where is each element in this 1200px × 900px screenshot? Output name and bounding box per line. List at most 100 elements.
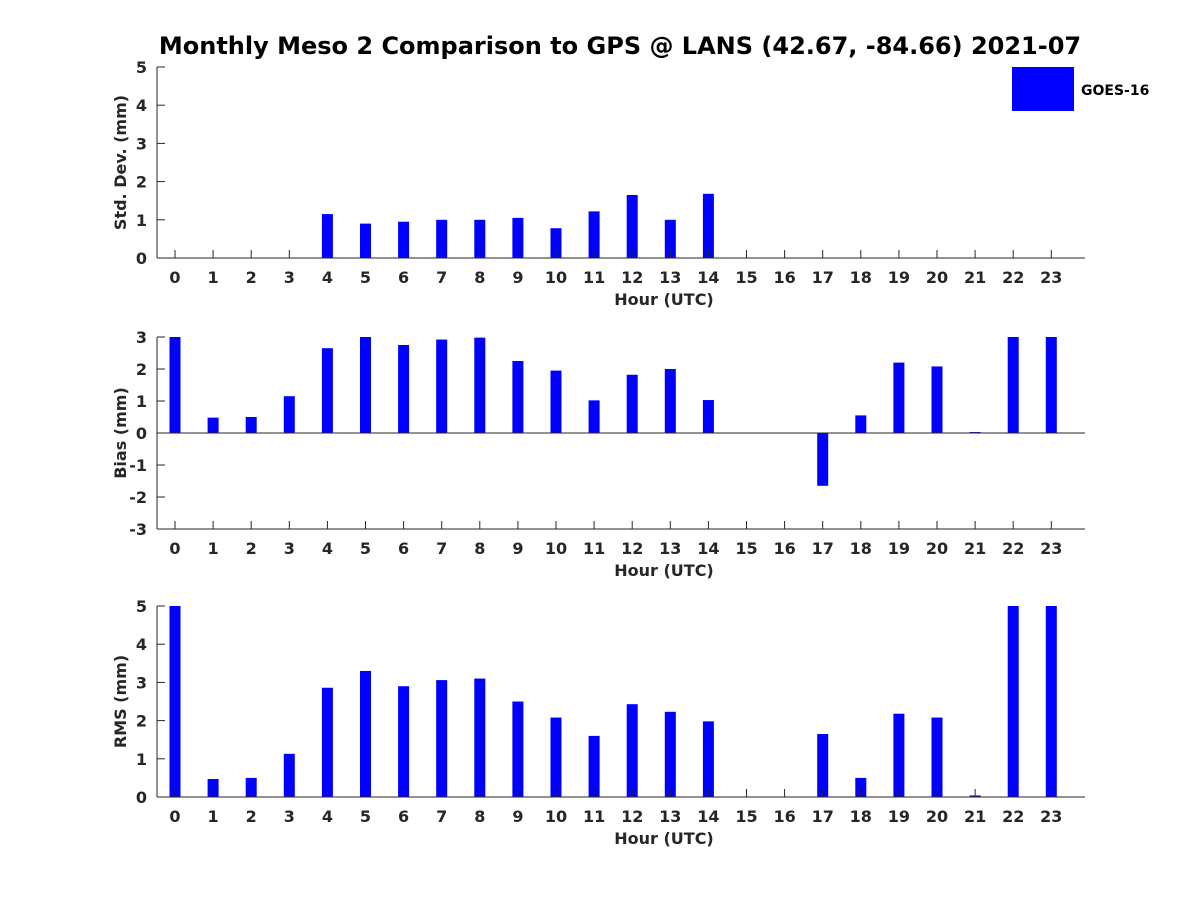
rms-bar (931, 717, 943, 797)
rms-bar (664, 711, 676, 797)
y-tick-label: 3 (136, 328, 147, 347)
x-tick-label: 8 (474, 807, 485, 826)
y-tick-label: 0 (136, 249, 147, 268)
rms-bar (360, 670, 371, 797)
bias-bar (588, 400, 600, 433)
x-tick-label: 16 (773, 268, 795, 287)
x-tick-label: 23 (1040, 807, 1062, 826)
x-tick-label: 14 (697, 539, 719, 558)
chart-title: Monthly Meso 2 Comparison to GPS @ LANS … (159, 32, 1081, 60)
x-tick-label: 14 (697, 807, 719, 826)
x-tick-label: 1 (208, 807, 219, 826)
x-tick-label: 20 (926, 268, 948, 287)
std-dev-bar (474, 219, 486, 258)
y-tick-label: 2 (136, 173, 147, 192)
y-axis-label: RMS (mm) (111, 655, 130, 748)
x-tick-label: 13 (659, 268, 681, 287)
bias-bar (169, 337, 181, 433)
y-tick-label: -3 (129, 520, 147, 539)
x-tick-label: 3 (284, 807, 295, 826)
y-tick-label: 1 (136, 392, 147, 411)
rms-bar (474, 678, 486, 797)
std-dev-bar (588, 211, 600, 258)
x-tick-label: 21 (964, 807, 986, 826)
bias-bar (321, 348, 333, 433)
legend: GOES-16 (1012, 67, 1149, 111)
x-tick-label: 15 (735, 539, 757, 558)
x-axis-label: Hour (UTC) (614, 829, 714, 848)
x-tick-label: 15 (735, 807, 757, 826)
x-tick-label: 7 (436, 539, 447, 558)
bias-bar (283, 396, 295, 433)
x-tick-label: 12 (621, 539, 643, 558)
x-tick-label: 6 (398, 268, 409, 287)
x-tick-label: 4 (322, 268, 333, 287)
x-tick-label: 2 (246, 268, 257, 287)
y-tick-label: -1 (129, 456, 147, 475)
std-dev-bar (398, 221, 410, 258)
x-tick-label: 11 (583, 807, 605, 826)
x-tick-label: 3 (284, 539, 295, 558)
x-tick-label: 6 (398, 539, 409, 558)
bias-bar (550, 370, 562, 433)
x-tick-label: 8 (474, 539, 485, 558)
rms-bar (169, 606, 181, 797)
y-axis-label: Std. Dev. (mm) (111, 95, 130, 230)
x-tick-label: 4 (322, 807, 333, 826)
std-dev-bar (550, 228, 562, 258)
rms-bar (855, 777, 867, 797)
x-tick-label: 3 (284, 268, 295, 287)
rms-bar (321, 687, 333, 797)
bias-bar (626, 374, 638, 433)
rms-bar (283, 753, 295, 797)
y-tick-label: 5 (136, 597, 147, 616)
bias-bar (931, 366, 943, 433)
legend-label: GOES-16 (1081, 83, 1149, 99)
rms-bar (1007, 606, 1019, 797)
x-tick-label: 1 (208, 268, 219, 287)
rms-bar (436, 680, 448, 797)
rms-bar (626, 704, 638, 797)
std-dev-bar (321, 214, 333, 258)
x-tick-label: 15 (735, 268, 757, 287)
x-tick-label: 13 (659, 807, 681, 826)
bias-bar (474, 337, 486, 433)
rms-bar (512, 701, 524, 797)
x-tick-label: 5 (360, 268, 371, 287)
x-tick-label: 1 (208, 539, 219, 558)
x-tick-label: 17 (812, 268, 834, 287)
x-tick-label: 10 (545, 268, 567, 287)
rms-bar (550, 717, 562, 797)
x-tick-label: 21 (964, 539, 986, 558)
x-tick-label: 22 (1002, 807, 1024, 826)
rms-bar (1045, 606, 1057, 797)
x-tick-label: 8 (474, 268, 485, 287)
x-tick-label: 5 (360, 807, 371, 826)
y-tick-label: 1 (136, 750, 147, 769)
y-tick-label: 3 (136, 134, 147, 153)
x-tick-label: 6 (398, 807, 409, 826)
x-tick-label: 14 (697, 268, 719, 287)
x-tick-label: 11 (583, 268, 605, 287)
y-tick-label: 0 (136, 788, 147, 807)
y-tick-label: -2 (129, 488, 147, 507)
y-tick-label: 4 (136, 635, 147, 654)
y-tick-label: 2 (136, 360, 147, 379)
y-axis-label: Bias (mm) (111, 387, 130, 479)
x-tick-label: 10 (545, 539, 567, 558)
bias-bar (1045, 337, 1057, 433)
rms-bar (207, 779, 219, 797)
rms-bar (702, 721, 714, 797)
std-dev-bar (512, 217, 524, 258)
rms-bar (817, 733, 829, 797)
x-tick-label: 18 (850, 539, 872, 558)
std-dev-bar (702, 193, 714, 258)
x-tick-label: 9 (512, 268, 523, 287)
y-tick-label: 3 (136, 673, 147, 692)
rms-bar (588, 735, 600, 797)
x-tick-label: 13 (659, 539, 681, 558)
bias-bar (512, 361, 524, 433)
bias-bar (893, 362, 905, 433)
